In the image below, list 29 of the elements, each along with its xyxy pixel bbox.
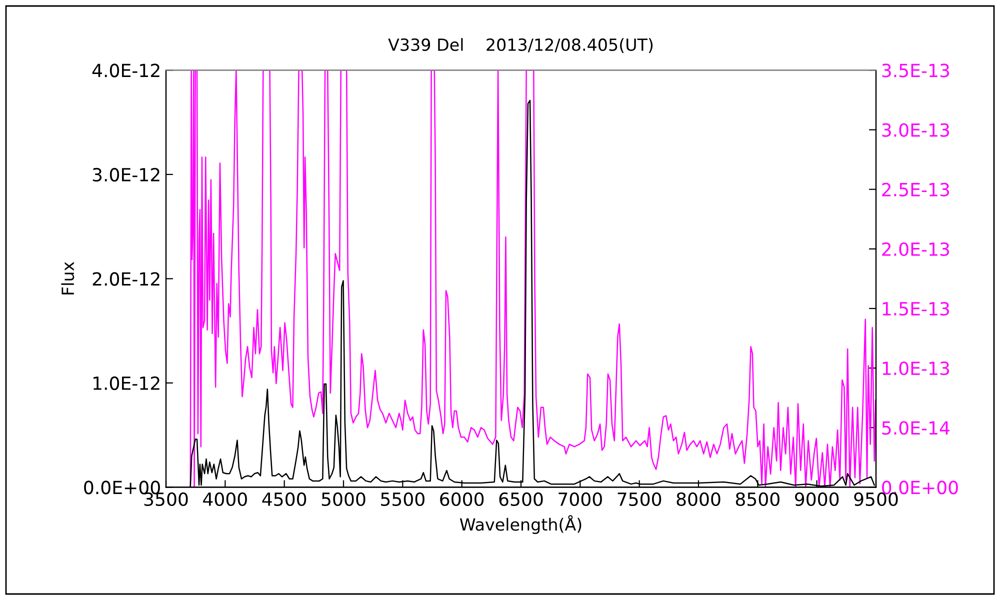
x-tick-label: 4500 — [262, 492, 306, 506]
y2-tick-label: 5.0E-14 — [882, 421, 950, 435]
x-tick-label: 5500 — [381, 492, 424, 506]
x-tick-label: 7000 — [558, 492, 602, 506]
x-tick-label: 3500 — [144, 492, 188, 506]
x-tick-label: 9000 — [794, 492, 839, 506]
y-tick-label: 1.0E-12 — [94, 376, 160, 390]
x-tick-label: 4000 — [203, 492, 247, 506]
y2-tick-label: 1.0E-13 — [882, 362, 950, 376]
y-axis-title: Flux — [61, 262, 74, 294]
y2-tick-label: 3.5E-13 — [882, 64, 950, 78]
y2-tick-label: 2.0E-13 — [882, 242, 950, 256]
chart-title: V339 Del 2013/12/08.405(UT) — [388, 38, 653, 53]
x-tick-label: 5000 — [322, 492, 366, 506]
x-axis-title: Wavelength(Å) — [460, 515, 582, 534]
y2-tick-label: 0.0E+00 — [882, 480, 958, 494]
y-tick-label: 2.0E-12 — [92, 272, 160, 286]
y-tick-label: 3.0E-12 — [92, 168, 160, 182]
x-tick-label: 6000 — [440, 492, 484, 506]
x-tick-label: 8000 — [676, 492, 720, 506]
y2-tick-label: 3.0E-13 — [882, 123, 950, 137]
y-tick-label: 0.0E+00 — [84, 480, 160, 494]
y2-tick-label: 1.5E-13 — [882, 302, 950, 316]
x-tick-label: 9500 — [854, 492, 898, 506]
x-tick-label: 7500 — [618, 492, 662, 506]
y2-tick-label: 2.5E-13 — [882, 182, 950, 196]
y-tick-label: 4.0E-12 — [92, 64, 160, 78]
x-tick-label: 6500 — [499, 492, 543, 506]
x-tick-label: 8500 — [736, 492, 780, 506]
